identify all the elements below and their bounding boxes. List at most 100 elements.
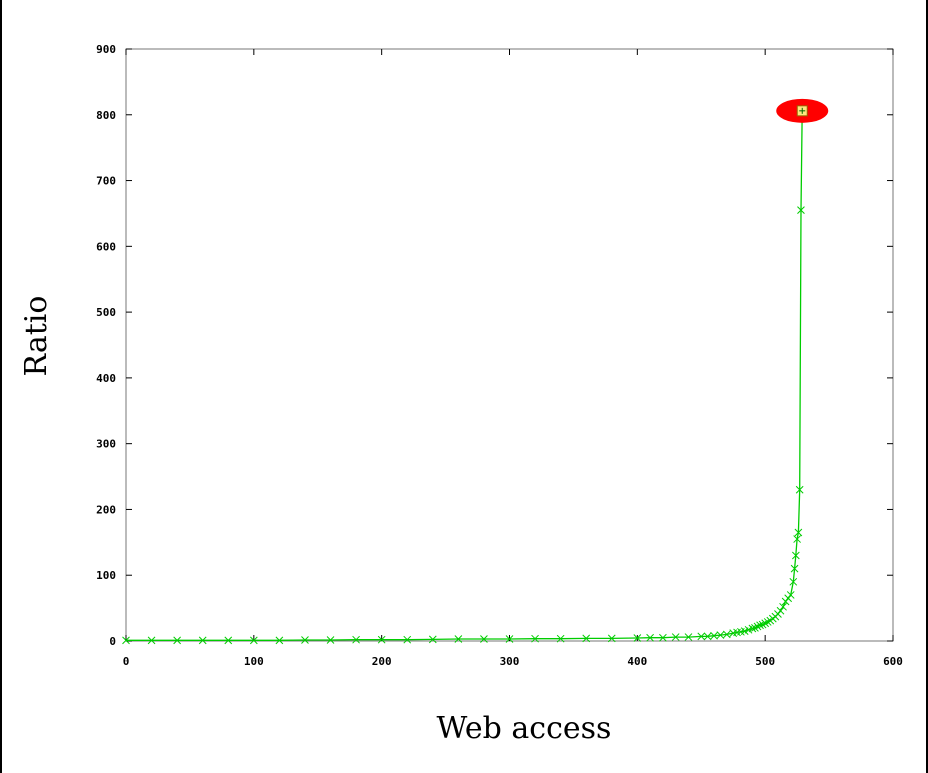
x-axis: 0 100 200 300 400 500 600 bbox=[123, 49, 903, 668]
data-point bbox=[454, 635, 463, 643]
data-point bbox=[716, 631, 725, 639]
data-point-stroke bbox=[301, 636, 309, 644]
data-point bbox=[756, 621, 764, 630]
data-point-stroke bbox=[786, 591, 795, 599]
data-point-stroke bbox=[173, 636, 181, 645]
data-point bbox=[758, 620, 767, 629]
data-point bbox=[275, 636, 284, 645]
data-point bbox=[582, 634, 591, 643]
y-tick-label: 300 bbox=[96, 438, 116, 451]
data-point bbox=[480, 635, 488, 643]
y-tick-label: 700 bbox=[96, 175, 116, 188]
data-point-stroke bbox=[756, 621, 764, 630]
data-point-stroke bbox=[249, 636, 258, 645]
data-point-stroke bbox=[716, 631, 725, 639]
data-point-stroke bbox=[779, 602, 787, 611]
data-point bbox=[776, 606, 785, 615]
data-point-stroke bbox=[795, 485, 804, 494]
y-tick-label: 400 bbox=[96, 372, 116, 385]
data-point-stroke bbox=[776, 606, 785, 615]
highlight-layer bbox=[776, 98, 829, 123]
data-point-stroke bbox=[710, 631, 718, 640]
data-point bbox=[249, 636, 258, 645]
data-point-stroke bbox=[198, 636, 207, 645]
y-tick-label: 200 bbox=[96, 503, 116, 516]
data-point-stroke bbox=[607, 634, 616, 643]
x-tick-label: 0 bbox=[123, 655, 130, 668]
data-point bbox=[301, 636, 309, 644]
data-point-stroke bbox=[697, 632, 706, 641]
data-point bbox=[607, 634, 616, 643]
data-point bbox=[633, 634, 642, 642]
y-tick-label: 500 bbox=[96, 306, 116, 319]
data-point-stroke bbox=[122, 636, 130, 645]
data-point bbox=[761, 619, 770, 628]
data-point bbox=[793, 535, 801, 543]
data-point bbox=[774, 610, 782, 618]
data-point-stroke bbox=[556, 634, 565, 643]
data-point bbox=[722, 630, 731, 639]
x-axis-title: Web access bbox=[437, 711, 612, 746]
data-point bbox=[748, 624, 757, 633]
data-point bbox=[784, 594, 793, 603]
y-axis: 0 100 200 300 400 500 600 700 800 900 bbox=[96, 43, 893, 648]
data-point-stroke bbox=[763, 618, 772, 626]
data-point bbox=[781, 597, 790, 606]
plot-area bbox=[125, 48, 894, 642]
data-point bbox=[795, 485, 804, 494]
data-point-stroke bbox=[326, 636, 335, 644]
data-point bbox=[684, 633, 693, 641]
data-point bbox=[779, 602, 787, 611]
data-point-stroke bbox=[646, 633, 654, 642]
data-point bbox=[403, 635, 412, 644]
data-point-stroke bbox=[633, 634, 642, 642]
data-point-stroke bbox=[403, 635, 412, 644]
data-point bbox=[786, 591, 795, 599]
data-point-stroke bbox=[703, 632, 712, 641]
data-point-stroke bbox=[659, 633, 667, 642]
data-point bbox=[671, 633, 680, 641]
data-point-stroke bbox=[505, 635, 514, 643]
data-point-stroke bbox=[722, 630, 731, 639]
data-point-stroke bbox=[147, 636, 156, 645]
data-point-stroke bbox=[784, 594, 793, 603]
data-point bbox=[428, 635, 437, 644]
x-tick-label: 400 bbox=[627, 655, 647, 668]
data-point-stroke bbox=[275, 636, 284, 645]
data-point-stroke bbox=[224, 636, 233, 645]
data-point bbox=[797, 206, 805, 215]
x-tick-label: 300 bbox=[500, 655, 520, 668]
y-tick-label: 800 bbox=[96, 109, 116, 122]
data-point-stroke bbox=[684, 633, 693, 641]
data-point-stroke bbox=[480, 635, 488, 643]
data-point bbox=[703, 632, 712, 641]
y-tick-label: 600 bbox=[96, 240, 116, 253]
data-point-stroke bbox=[753, 622, 762, 631]
data-point bbox=[556, 634, 565, 643]
data-point bbox=[352, 635, 360, 644]
y-tick-label: 100 bbox=[96, 569, 116, 582]
x-tick-label: 100 bbox=[244, 655, 264, 668]
data-point-stroke bbox=[758, 620, 767, 629]
y-axis-title: Ratio bbox=[19, 296, 54, 377]
data-point bbox=[505, 635, 514, 643]
data-point bbox=[173, 636, 181, 645]
data-point-stroke bbox=[428, 635, 437, 644]
series-layer bbox=[122, 110, 805, 645]
data-point bbox=[710, 631, 718, 640]
x-tick-label: 500 bbox=[755, 655, 775, 668]
data-point-stroke bbox=[377, 635, 386, 644]
data-point bbox=[198, 636, 207, 645]
data-point-stroke bbox=[791, 551, 800, 560]
data-point-stroke bbox=[751, 623, 759, 632]
data-point bbox=[659, 633, 667, 642]
data-point bbox=[789, 577, 798, 586]
data-point-stroke bbox=[797, 206, 805, 215]
data-point bbox=[122, 636, 130, 645]
data-point bbox=[697, 632, 706, 641]
data-point-stroke bbox=[793, 535, 801, 543]
data-point-stroke bbox=[774, 610, 782, 618]
data-point bbox=[753, 622, 762, 631]
